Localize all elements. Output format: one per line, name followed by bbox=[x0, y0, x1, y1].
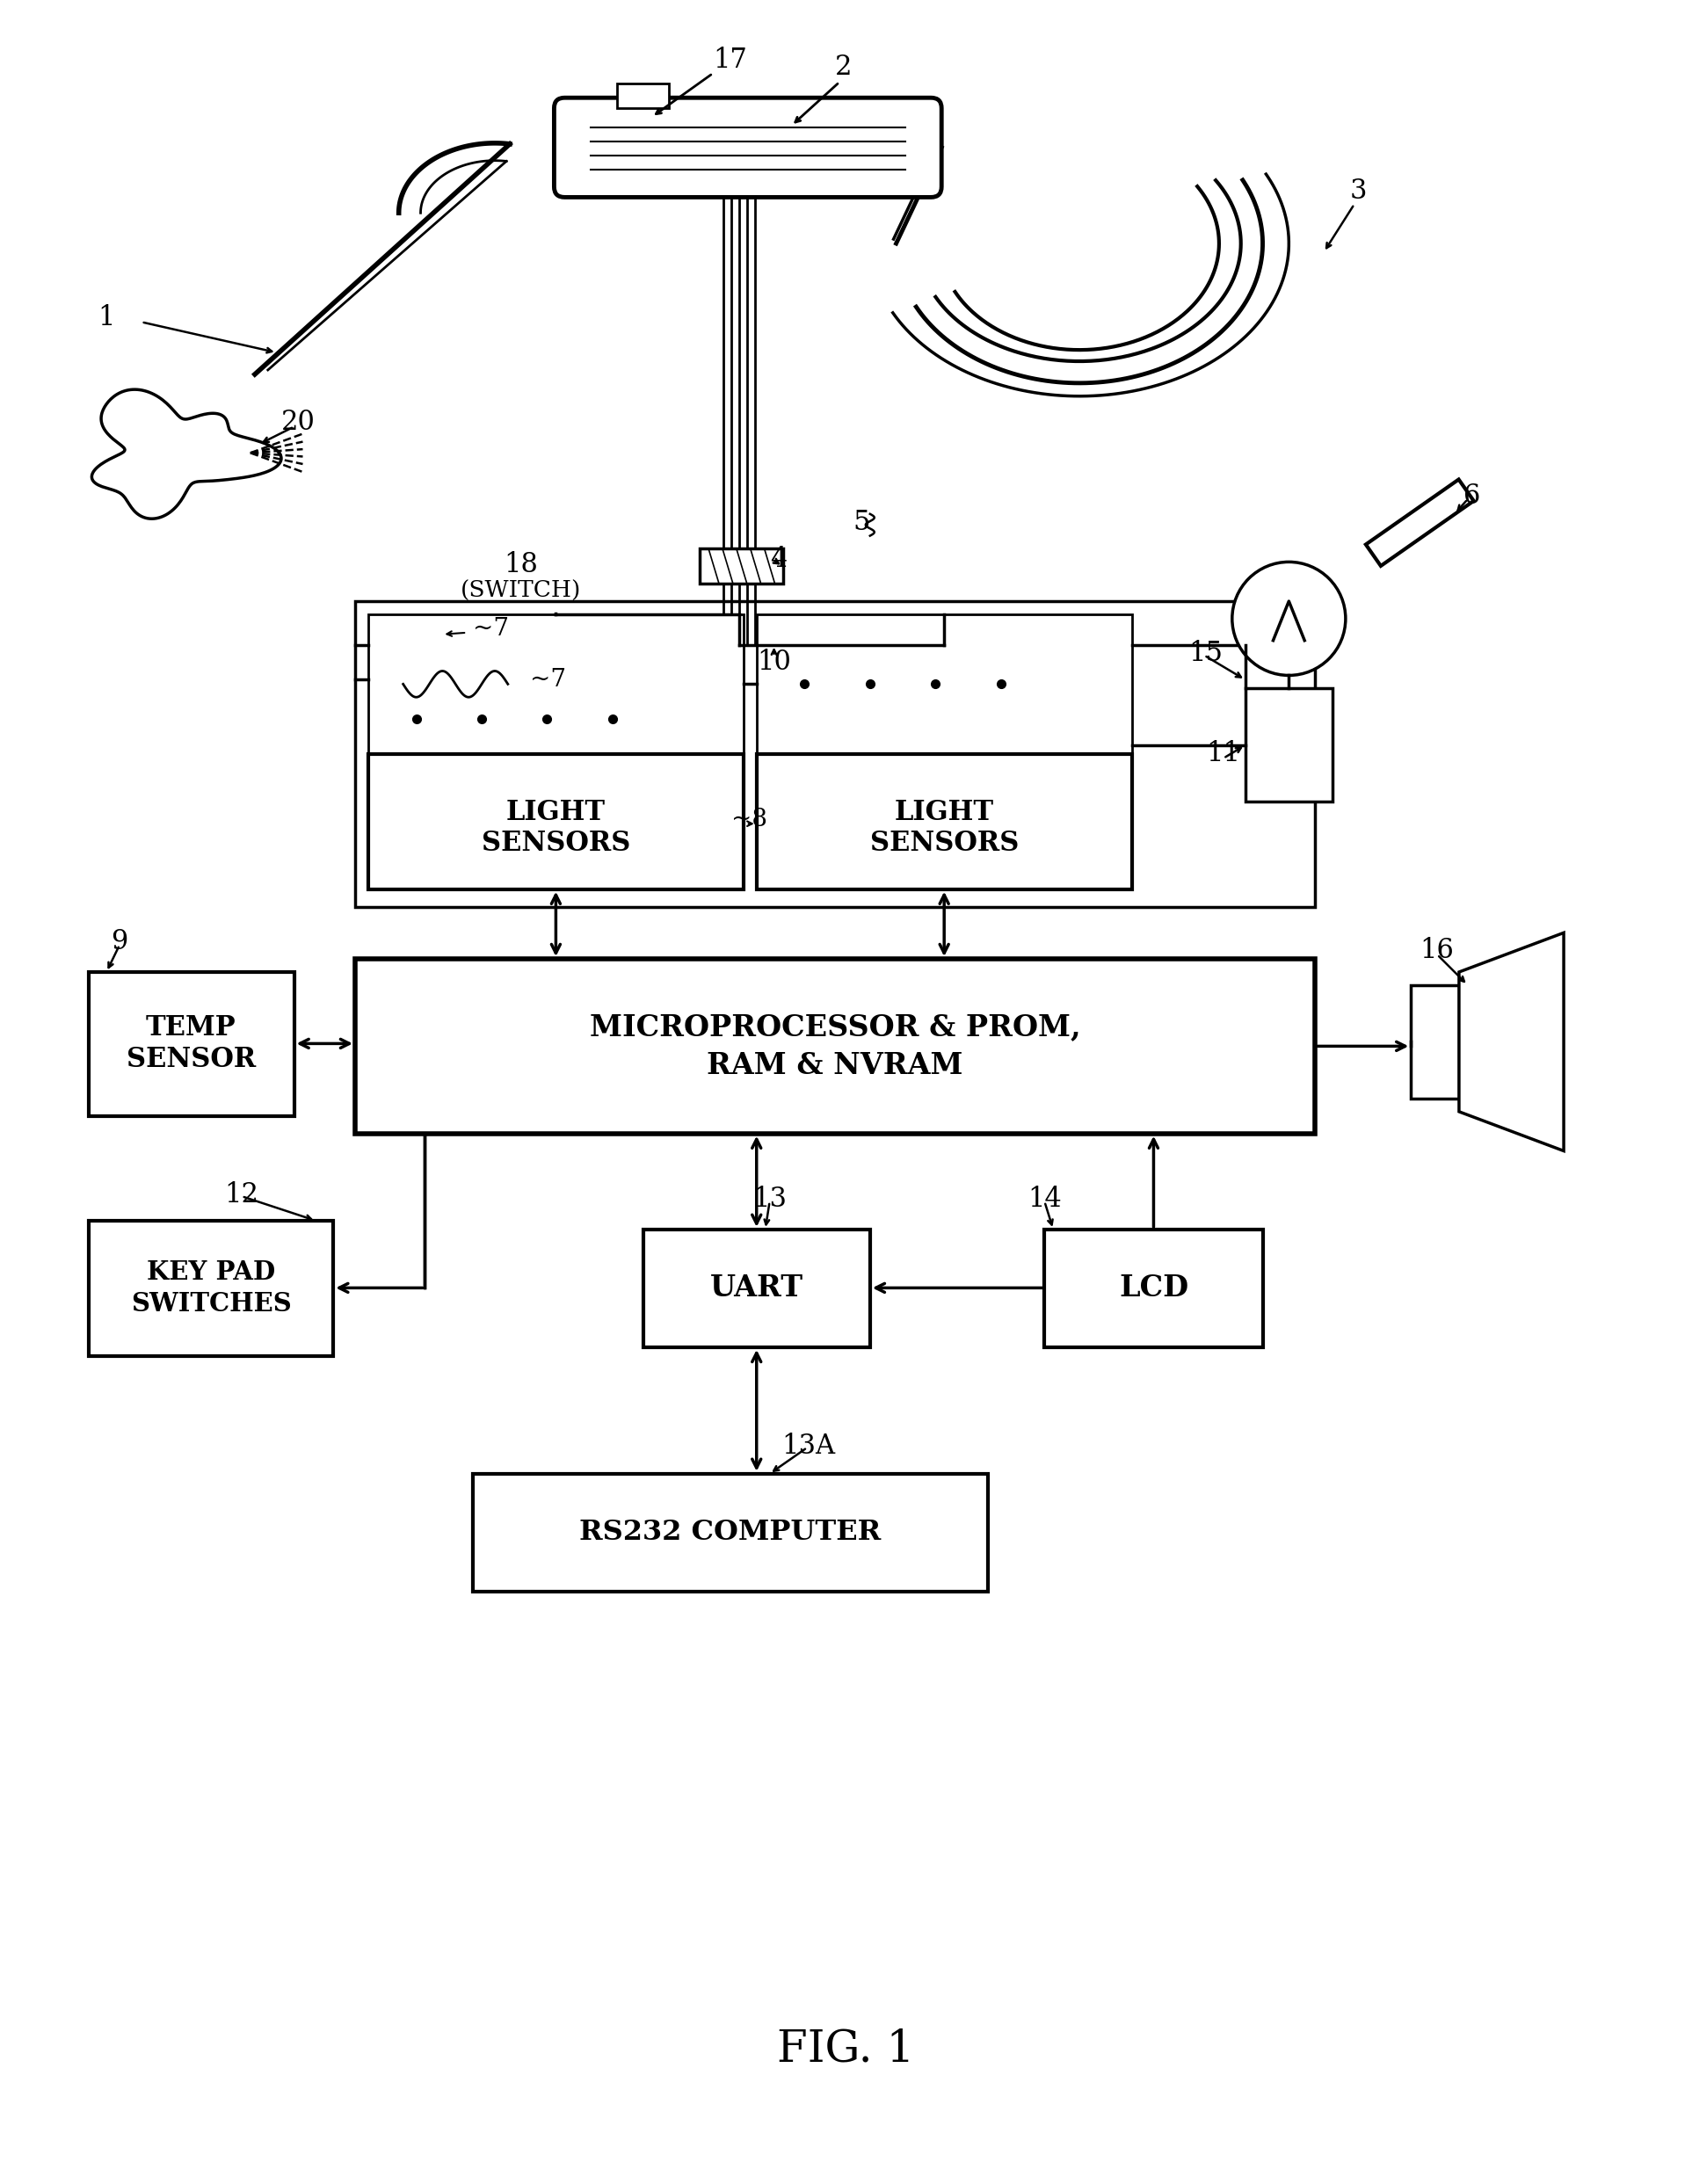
Text: (SWITCH): (SWITCH) bbox=[460, 579, 582, 603]
Text: UART: UART bbox=[711, 1273, 804, 1302]
Text: 16: 16 bbox=[1420, 937, 1455, 963]
Text: 17: 17 bbox=[714, 46, 748, 74]
Bar bbox=[756, 614, 1132, 753]
Polygon shape bbox=[1365, 480, 1474, 566]
Text: ~7: ~7 bbox=[474, 618, 509, 640]
Text: 10: 10 bbox=[756, 649, 792, 675]
Bar bbox=[474, 1474, 988, 1592]
Text: ~8: ~8 bbox=[731, 808, 768, 832]
Text: 5: 5 bbox=[853, 509, 870, 537]
Text: KEY PAD: KEY PAD bbox=[147, 1260, 276, 1284]
Text: 3: 3 bbox=[1350, 177, 1367, 205]
Text: RS232 COMPUTER: RS232 COMPUTER bbox=[580, 1518, 882, 1546]
Polygon shape bbox=[1459, 933, 1563, 1151]
Text: TEMP: TEMP bbox=[146, 1013, 237, 1042]
Text: SENSORS: SENSORS bbox=[870, 830, 1019, 856]
Text: 4: 4 bbox=[770, 546, 787, 572]
Text: SENSOR: SENSOR bbox=[127, 1046, 255, 1072]
Bar bbox=[369, 614, 743, 753]
Bar bbox=[355, 601, 1315, 906]
Text: 13: 13 bbox=[753, 1186, 787, 1212]
FancyBboxPatch shape bbox=[553, 98, 941, 197]
Bar bbox=[643, 1230, 870, 1348]
Text: SENSORS: SENSORS bbox=[482, 830, 631, 856]
Text: 11: 11 bbox=[1206, 740, 1240, 767]
Bar bbox=[90, 1221, 333, 1356]
Bar bbox=[90, 972, 294, 1116]
Bar bbox=[369, 753, 743, 889]
Text: ~7: ~7 bbox=[530, 668, 565, 692]
Text: 1: 1 bbox=[98, 304, 115, 332]
Text: 6: 6 bbox=[1464, 483, 1480, 511]
Text: 12: 12 bbox=[225, 1182, 259, 1208]
Text: LIGHT: LIGHT bbox=[506, 799, 606, 826]
Bar bbox=[1411, 985, 1459, 1099]
Bar bbox=[355, 959, 1315, 1133]
Circle shape bbox=[1232, 561, 1345, 675]
Text: FIG. 1: FIG. 1 bbox=[777, 2029, 914, 2070]
Bar bbox=[1245, 688, 1333, 802]
Text: 13A: 13A bbox=[782, 1433, 836, 1459]
Text: MICROPROCESSOR & PROM,: MICROPROCESSOR & PROM, bbox=[589, 1013, 1081, 1042]
Bar bbox=[756, 753, 1132, 889]
Bar bbox=[700, 548, 783, 583]
Bar bbox=[618, 83, 670, 109]
Text: 2: 2 bbox=[836, 55, 853, 81]
Text: 18: 18 bbox=[504, 550, 538, 579]
Text: 20: 20 bbox=[281, 408, 315, 437]
Text: 15: 15 bbox=[1189, 640, 1223, 666]
Text: RAM & NVRAM: RAM & NVRAM bbox=[707, 1051, 963, 1079]
Text: 9: 9 bbox=[112, 928, 129, 954]
Text: LIGHT: LIGHT bbox=[895, 799, 993, 826]
Bar bbox=[1044, 1230, 1262, 1348]
Text: LCD: LCD bbox=[1118, 1273, 1188, 1302]
Text: 14: 14 bbox=[1027, 1186, 1061, 1212]
Text: SWITCHES: SWITCHES bbox=[130, 1291, 291, 1317]
